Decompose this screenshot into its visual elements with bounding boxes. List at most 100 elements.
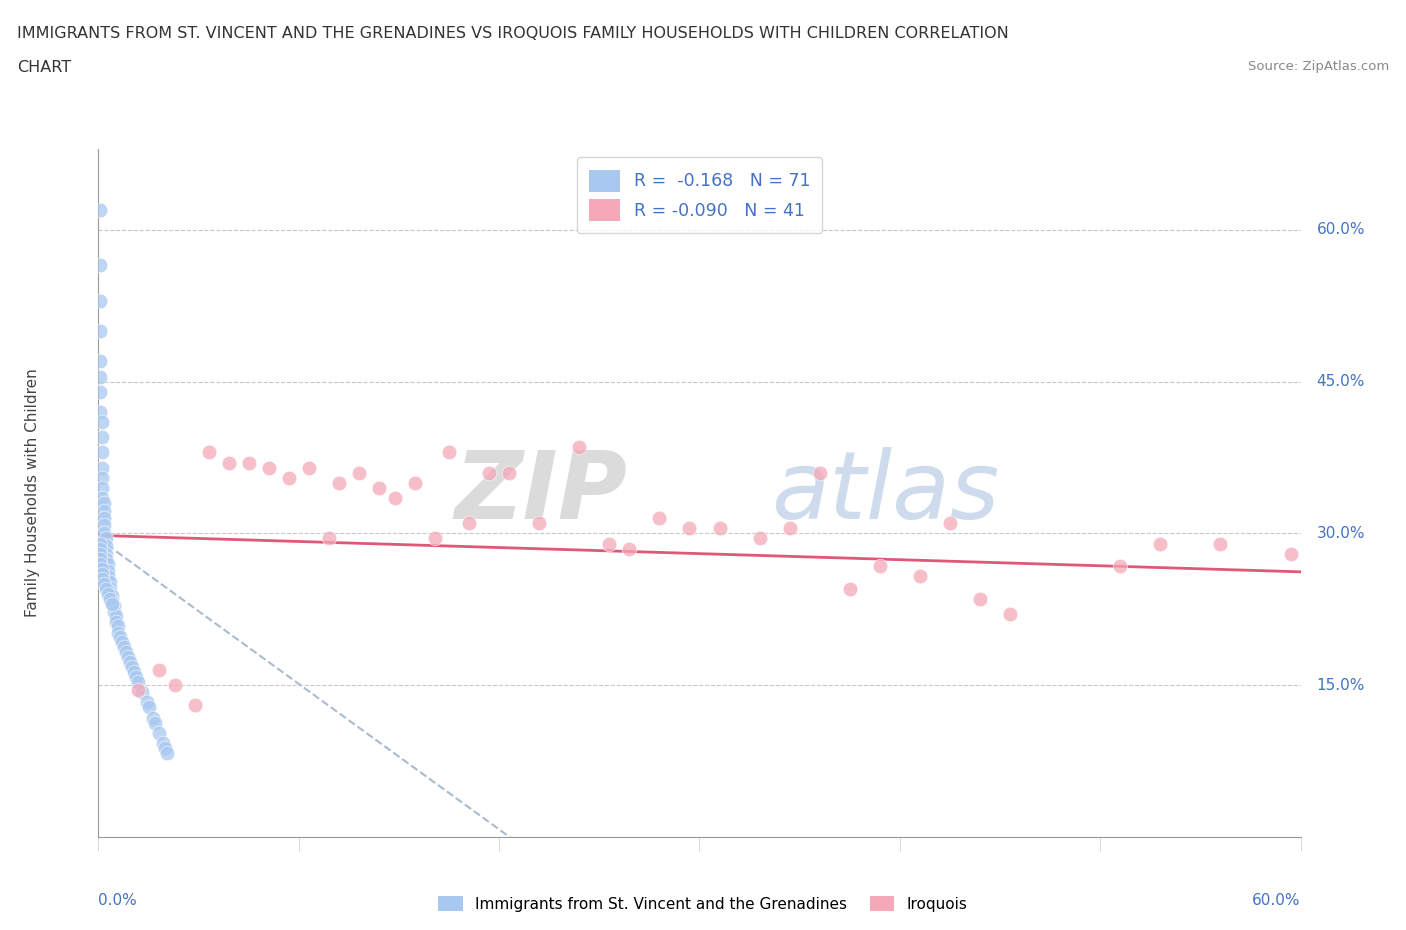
Point	[96, 581, 118, 596]
Point	[115, 644, 138, 659]
Point	[91, 571, 114, 587]
Text: 0.0%: 0.0%	[98, 893, 138, 908]
Point	[93, 518, 115, 533]
Point	[138, 700, 160, 715]
Point	[238, 455, 260, 470]
Point	[368, 481, 391, 496]
Point	[437, 445, 460, 459]
Point	[97, 564, 120, 578]
Point	[100, 580, 122, 595]
Point	[869, 558, 891, 573]
Point	[197, 445, 219, 459]
Legend: Immigrants from St. Vincent and the Grenadines, Iroquois: Immigrants from St. Vincent and the Gren…	[432, 889, 974, 918]
Point	[89, 536, 111, 551]
Text: Source: ZipAtlas.com: Source: ZipAtlas.com	[1249, 60, 1389, 73]
Point	[141, 711, 163, 725]
Point	[404, 475, 426, 490]
Point	[105, 609, 128, 624]
Point	[107, 619, 129, 634]
Point	[143, 715, 166, 730]
Point	[107, 625, 129, 640]
Point	[91, 415, 114, 430]
Point	[91, 430, 114, 445]
Point	[131, 684, 153, 699]
Point	[101, 597, 124, 612]
Point	[117, 649, 139, 664]
Point	[121, 659, 143, 674]
Point	[101, 589, 124, 604]
Point	[93, 577, 115, 591]
Point	[89, 546, 111, 561]
Point	[91, 490, 114, 505]
Point	[89, 354, 111, 369]
Point	[111, 634, 134, 649]
Point	[105, 615, 128, 630]
Point	[155, 746, 177, 761]
Point	[128, 675, 150, 690]
Point	[128, 683, 150, 698]
Point	[114, 639, 136, 654]
Point	[89, 405, 111, 419]
Point	[103, 604, 125, 619]
Point	[96, 546, 118, 561]
Point	[1279, 546, 1302, 561]
Point	[100, 575, 122, 590]
Point	[91, 566, 114, 581]
Point	[96, 538, 118, 553]
Text: 30.0%: 30.0%	[1316, 525, 1365, 541]
Point	[93, 504, 115, 519]
Point	[779, 521, 801, 536]
Point	[318, 531, 340, 546]
Point	[598, 536, 620, 551]
Point	[163, 678, 186, 693]
Point	[838, 581, 860, 596]
Point	[1109, 558, 1132, 573]
Point	[648, 511, 671, 525]
Point	[91, 562, 114, 577]
Point	[347, 465, 370, 480]
Point	[458, 516, 481, 531]
Point	[748, 531, 770, 546]
Point	[568, 440, 591, 455]
Point	[91, 460, 114, 475]
Point	[97, 587, 120, 602]
Point	[100, 591, 122, 606]
Point	[478, 465, 501, 480]
Point	[97, 568, 120, 583]
Point	[97, 556, 120, 571]
Point	[89, 293, 111, 308]
Point	[101, 593, 124, 608]
Text: Family Households with Children: Family Households with Children	[25, 368, 39, 618]
Point	[908, 568, 931, 583]
Point	[110, 630, 132, 644]
Text: 60.0%: 60.0%	[1316, 222, 1365, 237]
Point	[1209, 536, 1232, 551]
Point	[183, 698, 205, 713]
Point	[153, 740, 176, 755]
Point	[91, 481, 114, 496]
Point	[969, 591, 991, 606]
Point	[148, 662, 170, 677]
Point	[277, 471, 299, 485]
Point	[384, 490, 406, 505]
Point	[89, 541, 111, 556]
Point	[998, 607, 1021, 622]
Point	[89, 369, 111, 384]
Point	[709, 521, 731, 536]
Point	[120, 655, 142, 670]
Point	[529, 516, 551, 531]
Text: 15.0%: 15.0%	[1316, 678, 1365, 693]
Point	[89, 556, 111, 571]
Point	[89, 384, 111, 399]
Text: 45.0%: 45.0%	[1316, 374, 1365, 389]
Point	[91, 445, 114, 459]
Point	[328, 475, 350, 490]
Point	[89, 324, 111, 339]
Point	[135, 695, 157, 710]
Point	[96, 551, 118, 566]
Point	[89, 551, 111, 566]
Point	[678, 521, 700, 536]
Point	[298, 460, 321, 475]
Point	[218, 455, 240, 470]
Point	[89, 202, 111, 217]
